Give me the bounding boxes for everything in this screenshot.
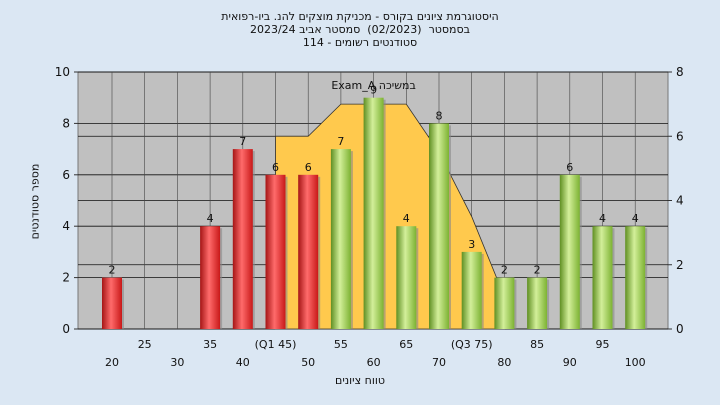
bar-label-40: 7 [239, 135, 246, 148]
x-tick-label-lower-0: 20 [105, 356, 119, 369]
bar-label-60: 9 [370, 84, 377, 97]
bar-65 [396, 226, 417, 329]
y-tick-label-5: 10 [55, 65, 70, 79]
y-tick-label-0: 0 [62, 322, 70, 336]
x-tick-label-upper-7: 95 [596, 338, 610, 351]
y2-tick-label-0: 0 [676, 322, 684, 336]
y2-tick-label-2: 4 [676, 194, 684, 208]
bar-100 [625, 226, 646, 329]
bar-90 [559, 174, 580, 329]
bar-label-70: 8 [436, 109, 443, 122]
bar-label-45: 6 [272, 161, 279, 174]
bar-60 [363, 97, 384, 329]
bar-75 [461, 251, 482, 329]
bar-label-100: 4 [632, 212, 639, 225]
chart-title-line-3: סטודנטים רשומים - 114 [302, 36, 418, 49]
chart-title-line-1: היסטוגרמת ציונים בקורס - מכניקת מוצקים ל… [221, 10, 499, 23]
bar-70 [429, 123, 449, 330]
bar-label-90: 6 [566, 161, 573, 174]
y-tick-label-1: 2 [62, 271, 70, 285]
x-tick-label-lower-5: 70 [432, 356, 446, 369]
y-tick-label-3: 6 [62, 168, 70, 182]
bar-20 [102, 277, 122, 329]
bar-label-20: 2 [109, 264, 116, 277]
bar-40 [232, 149, 253, 329]
bar-label-95: 4 [599, 212, 606, 225]
y2-tick-label-4: 8 [676, 65, 684, 79]
bar-label-65: 4 [403, 212, 410, 225]
bar-label-35: 4 [207, 212, 214, 225]
bar-label-55: 7 [337, 135, 344, 148]
annotation-label: Exam_A במשיכה [331, 79, 416, 92]
y-axis-label: מספר סטודנטים [28, 163, 42, 240]
bar-label-75: 3 [468, 238, 475, 251]
x-tick-label-lower-8: 100 [625, 356, 646, 369]
y-tick-label-4: 8 [62, 116, 70, 130]
x-tick-label-upper-5: (Q3 75) [451, 338, 493, 351]
bar-50 [298, 174, 319, 329]
x-tick-label-lower-2: 40 [236, 356, 250, 369]
bar-label-80: 2 [501, 264, 508, 277]
bar-label-50: 6 [305, 161, 312, 174]
x-tick-label-lower-1: 30 [170, 356, 184, 369]
bar-85 [527, 277, 548, 329]
x-tick-label-upper-6: 85 [530, 338, 544, 351]
chart-title-line-2: בסמסטר (02/2023) סמסטר אביב 2023/24 [249, 23, 471, 36]
bar-95 [592, 226, 613, 329]
x-tick-label-lower-6: 80 [497, 356, 511, 369]
bar-45 [265, 174, 286, 329]
bar-80 [494, 277, 515, 329]
x-tick-label-upper-2: (Q1 45) [255, 338, 297, 351]
y2-tick-label-1: 2 [676, 258, 684, 272]
x-tick-label-upper-1: 35 [203, 338, 217, 351]
bar-35 [200, 226, 221, 329]
x-tick-label-upper-0: 25 [138, 338, 152, 351]
x-tick-label-upper-4: 65 [399, 338, 413, 351]
x-tick-label-lower-3: 50 [301, 356, 315, 369]
x-tick-label-upper-3: 55 [334, 338, 348, 351]
bar-55 [330, 149, 351, 329]
x-tick-label-lower-7: 90 [563, 356, 577, 369]
bar-label-85: 2 [534, 264, 541, 277]
y2-tick-label-3: 6 [676, 129, 684, 143]
x-tick-label-lower-4: 60 [367, 356, 381, 369]
y-tick-label-2: 4 [62, 219, 70, 233]
x-axis-label: טווח ציונים [335, 374, 385, 387]
